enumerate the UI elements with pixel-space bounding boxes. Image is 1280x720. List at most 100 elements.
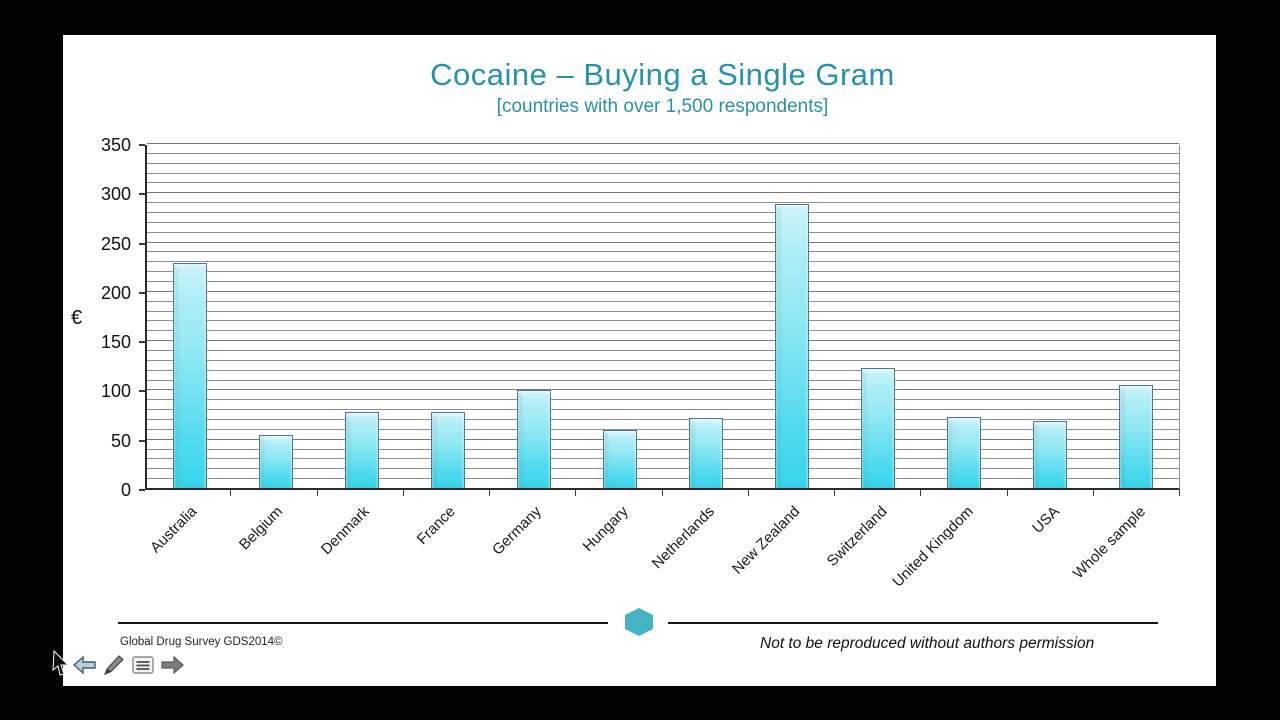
y-tick-label: 150	[100, 332, 131, 353]
bar-cell-united-kingdom	[921, 145, 1007, 488]
slide-menu-icon[interactable]	[130, 652, 156, 678]
gridline	[147, 340, 1179, 342]
gridline	[147, 399, 1179, 401]
gridline	[147, 172, 1179, 174]
y-tick-label: 50	[110, 430, 131, 451]
x-axis-ticks	[145, 490, 1180, 496]
x-label-france: France	[413, 503, 459, 549]
x-tick-mark	[663, 490, 749, 496]
y-axis-ticks: 0 50 100 150 200 250 300 350	[63, 136, 145, 499]
bar-cell-france	[405, 145, 491, 488]
y-tick-label: 100	[100, 381, 131, 402]
title-block: Cocaine – Buying a Single Gram [countrie…	[145, 57, 1180, 118]
y-tick-mark	[139, 341, 145, 344]
gridline	[147, 468, 1179, 470]
bar-switzerland	[861, 368, 895, 488]
gridline	[147, 212, 1179, 213]
x-tick-mark	[1008, 490, 1094, 496]
gridline	[147, 143, 1179, 144]
gridline	[147, 231, 1179, 233]
y-tick-mark	[139, 390, 145, 393]
x-tick-mark	[921, 490, 1008, 496]
y-tick-label: 350	[100, 135, 131, 155]
bars-container	[147, 145, 1179, 488]
gridline	[147, 419, 1179, 420]
gridline	[147, 202, 1179, 204]
chart-title: Cocaine – Buying a Single Gram	[430, 57, 895, 92]
gridline	[147, 458, 1179, 460]
gridline	[147, 448, 1179, 450]
bar-whole-sample	[1119, 385, 1153, 488]
gridline	[147, 182, 1179, 184]
x-label-denmark: Denmark	[317, 503, 373, 559]
y-tick-mark	[139, 144, 145, 146]
x-label-belgium: Belgium	[236, 503, 287, 554]
bar-united-kingdom	[947, 417, 981, 488]
x-tick-mark	[835, 490, 922, 496]
x-tick-mark	[576, 490, 663, 496]
x-tick-mark	[145, 490, 232, 496]
previous-slide-arrow-icon[interactable]	[72, 652, 98, 678]
x-tick-mark	[404, 490, 490, 496]
gridline	[147, 152, 1179, 154]
x-tick-mark	[1094, 490, 1180, 496]
bar-cell-australia	[147, 145, 233, 488]
gridline	[147, 310, 1179, 312]
y-tick-mark	[139, 291, 145, 294]
bar-australia	[173, 262, 207, 488]
bar-netherlands	[689, 418, 723, 488]
gridline	[147, 162, 1179, 164]
y-tick-mark	[139, 193, 145, 196]
y-axis-title: €	[71, 307, 83, 329]
footer-divider-left	[118, 622, 608, 624]
footer-divider-right	[668, 622, 1158, 624]
bar-cell-whole-sample	[1093, 145, 1179, 488]
gridline	[147, 369, 1179, 371]
y-tick-label: 300	[100, 184, 131, 205]
bar-cell-usa	[1007, 145, 1093, 488]
plot-area	[145, 143, 1180, 490]
gridline	[147, 350, 1179, 351]
bar-cell-switzerland	[835, 145, 921, 488]
bar-cell-netherlands	[663, 145, 749, 488]
x-tick-mark	[749, 490, 835, 496]
mouse-cursor-icon	[52, 649, 70, 676]
gridline	[147, 281, 1179, 282]
slide: Cocaine – Buying a Single Gram [countrie…	[63, 35, 1216, 686]
x-label-germany: Germany	[489, 503, 546, 559]
bar-cell-hungary	[577, 145, 663, 488]
y-tick-mark	[139, 489, 145, 491]
gridline	[147, 330, 1179, 332]
gridline	[147, 300, 1179, 302]
gridline	[147, 438, 1179, 440]
x-tick-mark	[490, 490, 577, 496]
y-tick-label: 250	[100, 233, 131, 254]
footer-credit: Global Drug Survey GDS2014©	[120, 636, 283, 648]
bar-cell-new-zealand	[749, 145, 835, 488]
footer-notice: Not to be reproduced without authors per…	[760, 635, 1095, 652]
y-tick-label: 0	[120, 480, 131, 500]
presenter-nav-controls	[72, 652, 185, 678]
x-tick-mark	[318, 490, 404, 496]
y-tick-label: 200	[100, 282, 131, 303]
gridline	[147, 359, 1179, 361]
bar-denmark	[345, 411, 379, 488]
bar-cell-belgium	[233, 145, 319, 488]
gridline	[147, 251, 1179, 253]
gridline	[147, 261, 1179, 263]
bar-belgium	[259, 435, 293, 488]
x-label-usa: USA	[1028, 503, 1063, 537]
bar-new-zealand	[775, 203, 809, 488]
y-tick-mark	[139, 242, 145, 245]
gridline	[147, 428, 1179, 430]
gridline	[147, 221, 1179, 223]
bar-cell-denmark	[319, 145, 405, 488]
bar-usa	[1033, 421, 1067, 488]
gridline	[147, 409, 1179, 411]
x-axis-labels: Australia Belgium Denmark France Germany Hung…	[145, 495, 1180, 615]
pen-tool-icon[interactable]	[101, 652, 127, 678]
next-slide-arrow-icon[interactable]	[159, 652, 185, 678]
y-tick-mark	[139, 439, 145, 442]
x-label-australia: Australia	[146, 503, 201, 557]
